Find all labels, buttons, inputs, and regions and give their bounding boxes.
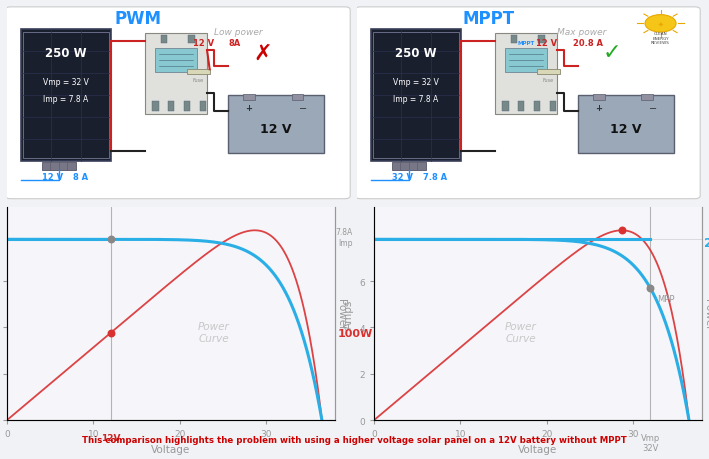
X-axis label: Voltage: Voltage — [518, 444, 558, 453]
Text: ✗: ✗ — [253, 43, 272, 63]
FancyBboxPatch shape — [495, 34, 557, 115]
Text: Low power: Low power — [214, 28, 262, 37]
Bar — [642, 95, 653, 101]
Text: PWM: PWM — [115, 10, 162, 28]
Text: 20.8 A: 20.8 A — [573, 39, 603, 47]
Y-axis label: Amps: Amps — [344, 299, 354, 329]
Text: MPP: MPP — [657, 294, 674, 303]
Text: MPPT: MPPT — [518, 41, 535, 46]
Text: ✦: ✦ — [657, 21, 664, 27]
Bar — [200, 102, 206, 112]
Bar — [549, 102, 556, 112]
Text: Vmp
32V: Vmp 32V — [640, 433, 660, 452]
FancyBboxPatch shape — [228, 96, 324, 154]
Bar — [160, 36, 167, 44]
Point — [105, 330, 116, 337]
Text: 12 V: 12 V — [610, 123, 642, 136]
Text: +: + — [596, 104, 603, 113]
Point — [644, 285, 656, 292]
Text: ✓: ✓ — [603, 43, 622, 63]
Text: 100W: 100W — [337, 328, 373, 338]
Text: Vmp = 32 V: Vmp = 32 V — [43, 78, 89, 87]
Text: Imp = 7.8 A: Imp = 7.8 A — [393, 95, 438, 104]
Bar — [510, 36, 517, 44]
Text: 12 V: 12 V — [260, 123, 292, 136]
Text: 12 V: 12 V — [42, 173, 62, 181]
Point — [105, 236, 116, 243]
Bar — [243, 95, 255, 101]
Text: CLEAN
ENERGY
REVIEWS: CLEAN ENERGY REVIEWS — [651, 32, 670, 45]
Bar — [537, 70, 559, 75]
Text: +: + — [245, 104, 252, 113]
Bar — [42, 162, 76, 170]
Bar — [184, 102, 190, 112]
FancyBboxPatch shape — [145, 34, 207, 115]
Bar — [518, 102, 525, 112]
Text: Imp = 7.8 A: Imp = 7.8 A — [43, 95, 89, 104]
Text: −: − — [299, 104, 307, 113]
Bar — [593, 95, 605, 101]
Text: Max power: Max power — [557, 28, 606, 37]
Text: 250W: 250W — [705, 237, 709, 250]
Text: −: − — [649, 104, 657, 113]
Bar — [534, 102, 540, 112]
Text: Fuse: Fuse — [543, 78, 554, 83]
Text: Fuse: Fuse — [193, 78, 204, 83]
Text: 250 W: 250 W — [395, 47, 437, 60]
Bar — [503, 102, 508, 112]
FancyBboxPatch shape — [6, 8, 350, 199]
Y-axis label: Power: Power — [703, 298, 709, 330]
X-axis label: Voltage: Voltage — [151, 444, 191, 453]
Bar — [187, 70, 210, 75]
FancyBboxPatch shape — [371, 30, 461, 162]
Bar — [152, 102, 159, 112]
Point — [616, 227, 627, 235]
Text: 7.8 A: 7.8 A — [423, 173, 447, 181]
Bar — [538, 36, 545, 44]
Bar — [189, 36, 195, 44]
FancyBboxPatch shape — [578, 96, 674, 154]
Text: 7.8A
Imp: 7.8A Imp — [335, 228, 352, 247]
Text: 8 A: 8 A — [72, 173, 88, 181]
Bar — [291, 95, 303, 101]
Text: Power
Curve: Power Curve — [199, 321, 230, 343]
Text: 32 V: 32 V — [391, 173, 413, 181]
FancyBboxPatch shape — [155, 49, 197, 73]
Text: 12 V: 12 V — [193, 39, 214, 47]
FancyBboxPatch shape — [21, 30, 111, 162]
Circle shape — [645, 16, 676, 33]
Text: MPPT: MPPT — [462, 10, 514, 28]
Text: Vmp = 32 V: Vmp = 32 V — [393, 78, 439, 87]
Text: This comparison highlights the problem with using a higher voltage solar panel o: This comparison highlights the problem w… — [82, 435, 627, 444]
Y-axis label: Power: Power — [336, 298, 346, 330]
Text: 12 V: 12 V — [536, 39, 557, 47]
Text: 8A: 8A — [228, 39, 241, 47]
Text: 12V: 12V — [101, 433, 121, 442]
Bar — [168, 102, 174, 112]
Text: 250 W: 250 W — [45, 47, 86, 60]
FancyBboxPatch shape — [505, 49, 547, 73]
Text: Power
Curve: Power Curve — [505, 321, 537, 343]
Bar — [391, 162, 426, 170]
FancyBboxPatch shape — [355, 8, 700, 199]
